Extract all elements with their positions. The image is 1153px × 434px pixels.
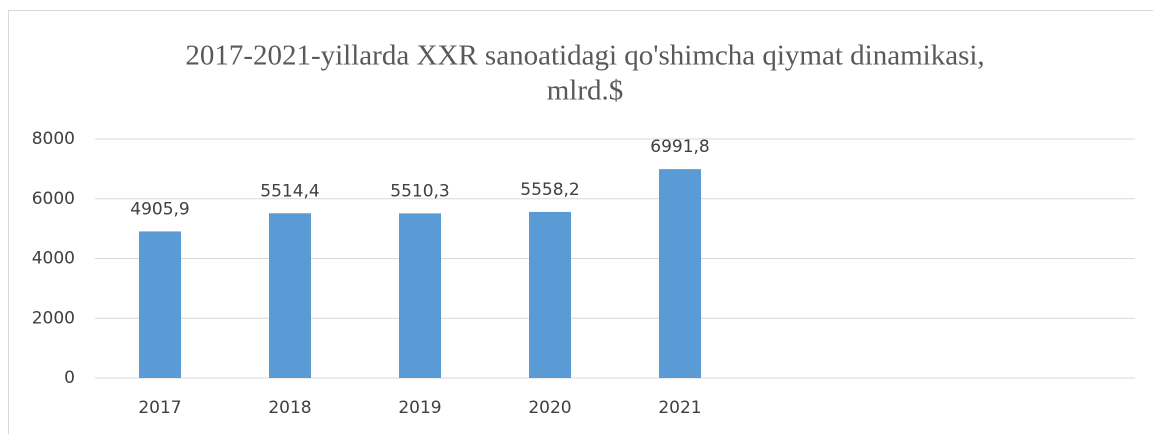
chart-border	[8, 10, 1153, 434]
x-tick-label: 2017	[138, 398, 181, 418]
x-tick-label: 2019	[398, 398, 441, 418]
data-label: 5558,2	[520, 180, 579, 200]
x-tick-label: 2018	[268, 398, 311, 418]
data-label: 5510,3	[390, 181, 449, 201]
data-label: 4905,9	[130, 199, 189, 219]
y-tick-label: 0	[64, 368, 75, 388]
chart-title: mlrd.$	[547, 75, 624, 107]
data-label: 5514,4	[260, 181, 319, 201]
bar	[529, 211, 571, 378]
x-tick-label: 2020	[528, 398, 571, 418]
bar	[269, 213, 311, 378]
x-tick-label: 2021	[658, 398, 701, 418]
bar	[659, 169, 701, 378]
chart-title: 2017-2021-yillarda XXR sanoatidagi qo'sh…	[185, 40, 984, 72]
y-tick-label: 2000	[32, 308, 75, 328]
bar	[399, 213, 441, 378]
y-tick-label: 6000	[32, 189, 75, 209]
data-label: 6991,8	[650, 137, 709, 157]
y-tick-label: 4000	[32, 249, 75, 269]
y-tick-label: 8000	[32, 129, 75, 149]
bar	[139, 231, 181, 378]
